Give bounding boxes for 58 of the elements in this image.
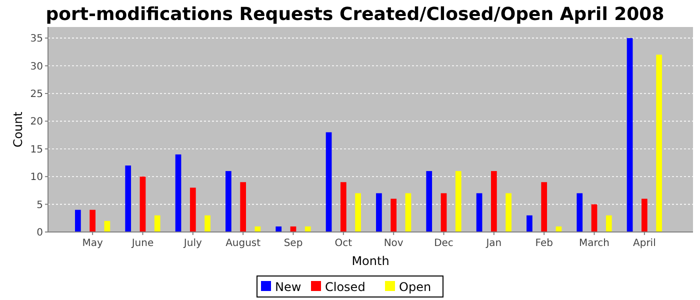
x-tick-label: June bbox=[130, 238, 154, 249]
y-tick-label: 5 bbox=[36, 200, 43, 211]
chart-title: port-modifications Requests Created/Closed/Open April 2008 bbox=[46, 4, 664, 25]
x-tick-label: April bbox=[633, 238, 656, 249]
bar bbox=[175, 154, 182, 232]
x-tick-label: May bbox=[82, 238, 103, 249]
bar bbox=[576, 193, 583, 232]
bar bbox=[440, 193, 447, 232]
bar bbox=[491, 171, 497, 232]
bar bbox=[326, 132, 332, 232]
x-tick-label: Feb bbox=[535, 238, 553, 249]
bar bbox=[476, 193, 482, 232]
y-axis-title: Count bbox=[11, 111, 25, 148]
x-tick-label: Dec bbox=[434, 238, 454, 249]
bar bbox=[591, 204, 598, 232]
bar bbox=[606, 215, 612, 232]
bar bbox=[90, 210, 96, 232]
x-axis-title: Month bbox=[352, 254, 390, 268]
bar bbox=[204, 215, 210, 232]
x-tick-label: Sep bbox=[284, 238, 303, 249]
x-tick-label: Nov bbox=[384, 238, 404, 249]
bar bbox=[125, 166, 132, 232]
bar bbox=[626, 38, 633, 232]
bar bbox=[154, 215, 160, 232]
x-tick-label: July bbox=[182, 238, 202, 249]
x-tick-label: Jan bbox=[485, 238, 502, 249]
bar bbox=[304, 226, 311, 232]
bar bbox=[526, 215, 532, 232]
legend-label: Open bbox=[399, 280, 432, 294]
bar bbox=[541, 182, 548, 232]
bar bbox=[226, 171, 232, 232]
y-tick-label: 20 bbox=[30, 116, 43, 128]
y-tick-label: 30 bbox=[30, 61, 43, 72]
bar bbox=[240, 182, 246, 232]
bar bbox=[340, 182, 346, 232]
bar bbox=[276, 226, 282, 232]
bar bbox=[656, 54, 662, 232]
bar bbox=[140, 176, 146, 232]
bar bbox=[405, 193, 412, 232]
bar bbox=[190, 188, 196, 232]
legend-label: Closed bbox=[325, 280, 366, 294]
y-tick-label: 25 bbox=[30, 88, 43, 100]
y-tick-label: 10 bbox=[30, 172, 43, 184]
bar bbox=[75, 210, 81, 232]
y-tick-label: 35 bbox=[30, 34, 43, 45]
x-tick-label: August bbox=[226, 238, 261, 249]
y-tick-label: 0 bbox=[36, 228, 43, 238]
bar bbox=[506, 193, 512, 232]
bar bbox=[642, 198, 648, 232]
x-tick-label: Oct bbox=[334, 238, 352, 249]
bar bbox=[426, 171, 432, 232]
bar bbox=[390, 198, 397, 232]
bar bbox=[376, 193, 382, 232]
y-tick-label: 15 bbox=[30, 144, 43, 156]
legend-label: New bbox=[275, 280, 302, 294]
x-tick-label: March bbox=[579, 238, 610, 249]
bar bbox=[355, 193, 361, 232]
bar bbox=[455, 171, 462, 232]
